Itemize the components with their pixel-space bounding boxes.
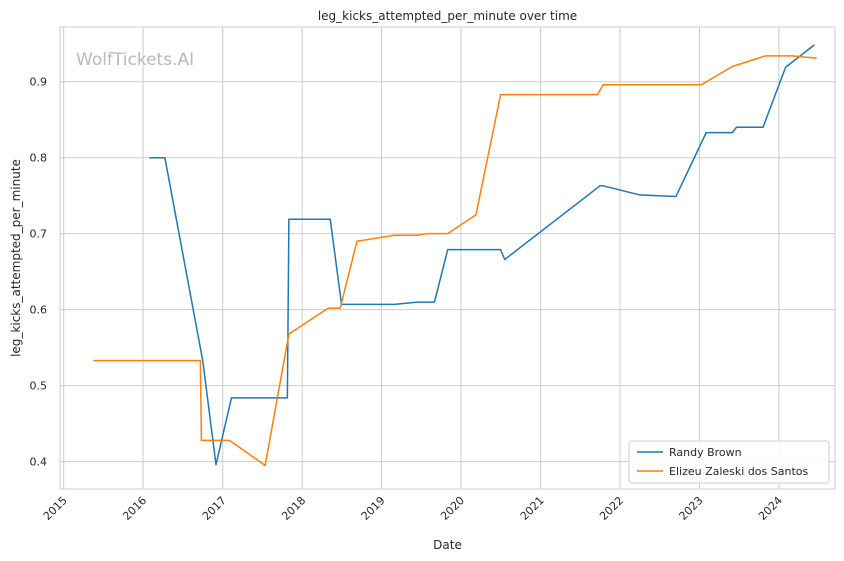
watermark: WolfTickets.AI bbox=[76, 50, 194, 70]
legend-box bbox=[628, 440, 830, 484]
y-axis-label: leg_kicks_attempted_per_minute bbox=[9, 159, 23, 357]
series-line-randy-brown bbox=[149, 44, 815, 466]
legend: Randy Brown Elizeu Zaleski dos Santos bbox=[628, 440, 830, 484]
plot-area bbox=[59, 26, 836, 490]
x-gridlines bbox=[63, 27, 780, 489]
legend-label-elizeu-zaleski: Elizeu Zaleski dos Santos bbox=[669, 465, 809, 478]
y-tick-label: 0.7 bbox=[30, 228, 48, 241]
y-axis-ticks: 0.4 0.5 0.6 0.7 0.8 0.9 bbox=[30, 76, 48, 469]
plot-background bbox=[59, 26, 836, 490]
y-tick-label: 0.5 bbox=[30, 380, 48, 393]
chart-title: leg_kicks_attempted_per_minute over time bbox=[318, 9, 577, 23]
y-tick-label: 0.9 bbox=[30, 76, 48, 89]
y-tick-label: 0.4 bbox=[30, 456, 48, 469]
series-line-elizeu-zaleski-dos-santos bbox=[93, 55, 817, 467]
y-tick-label: 0.6 bbox=[30, 304, 48, 317]
x-axis-label: Date bbox=[433, 538, 462, 552]
legend-label-randy-brown: Randy Brown bbox=[669, 446, 742, 459]
y-tick-label: 0.8 bbox=[30, 152, 48, 165]
series-layer bbox=[93, 44, 817, 467]
